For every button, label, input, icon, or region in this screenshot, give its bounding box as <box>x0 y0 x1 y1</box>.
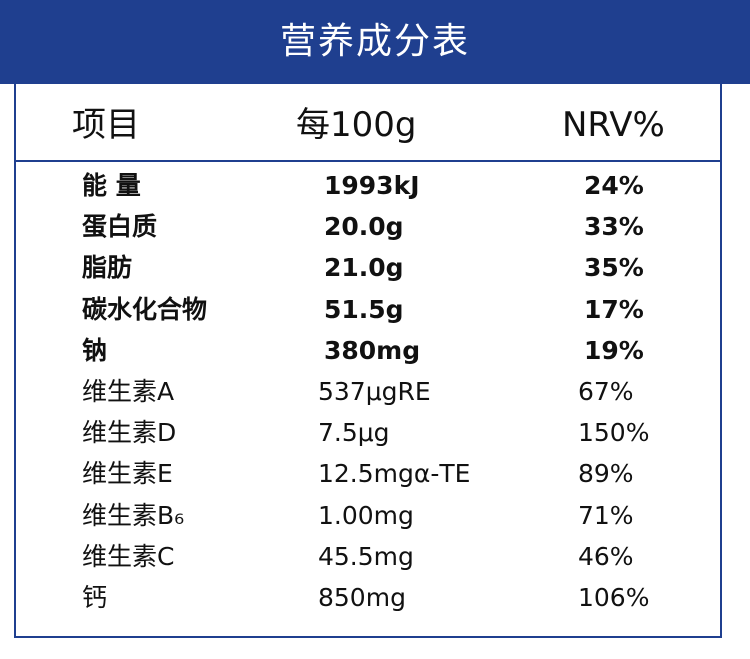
nutrient-amount: 1993kJ <box>324 171 420 200</box>
nutrient-nrv: 106% <box>578 583 650 612</box>
table-title: 营养成分表 <box>279 21 470 62</box>
nutrient-nrv: 46% <box>578 541 634 571</box>
nutrient-amount: 51.5g <box>324 294 404 324</box>
nutrient-amount: 21.0g <box>324 253 404 283</box>
nutrient-row: 维生素B₆ 1.00mg 71% <box>0 496 750 536</box>
nutrient-name: 能 量 <box>82 171 141 200</box>
nutrient-nrv: 89% <box>578 459 634 489</box>
nutrient-row: 维生素D 7.5μg 150% <box>0 413 750 453</box>
nutrient-amount: 380mg <box>324 335 421 365</box>
nutrient-name: 脂肪 <box>82 253 133 283</box>
title-banner: 营养成分表 <box>0 0 750 84</box>
column-header-per-100g: 每100g <box>296 105 417 145</box>
nutrient-row: 能 量 1993kJ 24% <box>0 166 750 206</box>
nutrient-amount: 12.5mgα-TE <box>318 459 471 489</box>
nutrient-row: 脂肪 21.0g 35% <box>0 248 750 288</box>
nutrient-nrv: 35% <box>584 253 644 283</box>
nutrient-name: 维生素C <box>82 541 175 571</box>
nutrient-nrv: 24% <box>584 171 644 200</box>
header-divider <box>14 160 722 162</box>
nutrient-amount: 20.0g <box>324 212 404 242</box>
nutrient-nrv: 71% <box>578 500 634 530</box>
nutrient-amount: 850mg <box>318 583 406 612</box>
nutrient-name: 维生素A <box>82 377 175 406</box>
nutrient-name: 维生素E <box>82 459 173 489</box>
nutrient-amount: 7.5μg <box>318 418 390 448</box>
nutrient-nrv: 150% <box>578 418 650 448</box>
nutrient-row: 钠 380mg 19% <box>0 331 750 371</box>
nutrient-nrv: 67% <box>578 377 634 406</box>
nutrient-row: 碳水化合物 51.5g 17% <box>0 290 750 330</box>
nutrient-nrv: 19% <box>584 335 644 365</box>
nutrition-table-frame <box>14 84 722 638</box>
nutrient-amount: 45.5mg <box>318 541 414 571</box>
nutrient-row: 蛋白质 20.0g 33% <box>0 207 750 247</box>
nutrient-row: 维生素C 45.5mg 46% <box>0 537 750 577</box>
column-header-item: 项目 <box>72 105 140 145</box>
nutrient-name: 钠 <box>82 335 108 365</box>
nutrient-nrv: 33% <box>584 212 644 242</box>
nutrient-amount: 537μgRE <box>318 377 431 406</box>
nutrient-name: 蛋白质 <box>82 212 158 242</box>
nutrient-row: 维生素A 537μgRE 67% <box>0 372 750 412</box>
nutrient-row: 维生素E 12.5mgα-TE 89% <box>0 454 750 494</box>
nutrient-amount: 1.00mg <box>318 500 414 530</box>
nutrient-nrv: 17% <box>584 294 644 324</box>
nutrient-name: 碳水化合物 <box>82 294 208 324</box>
nutrient-name: 维生素B₆ <box>82 500 185 530</box>
nutrient-name: 维生素D <box>82 418 177 448</box>
nutrient-row: 钙 850mg 106% <box>0 578 750 618</box>
nutrient-name: 钙 <box>82 583 108 612</box>
column-header-nrv: NRV% <box>562 105 665 145</box>
